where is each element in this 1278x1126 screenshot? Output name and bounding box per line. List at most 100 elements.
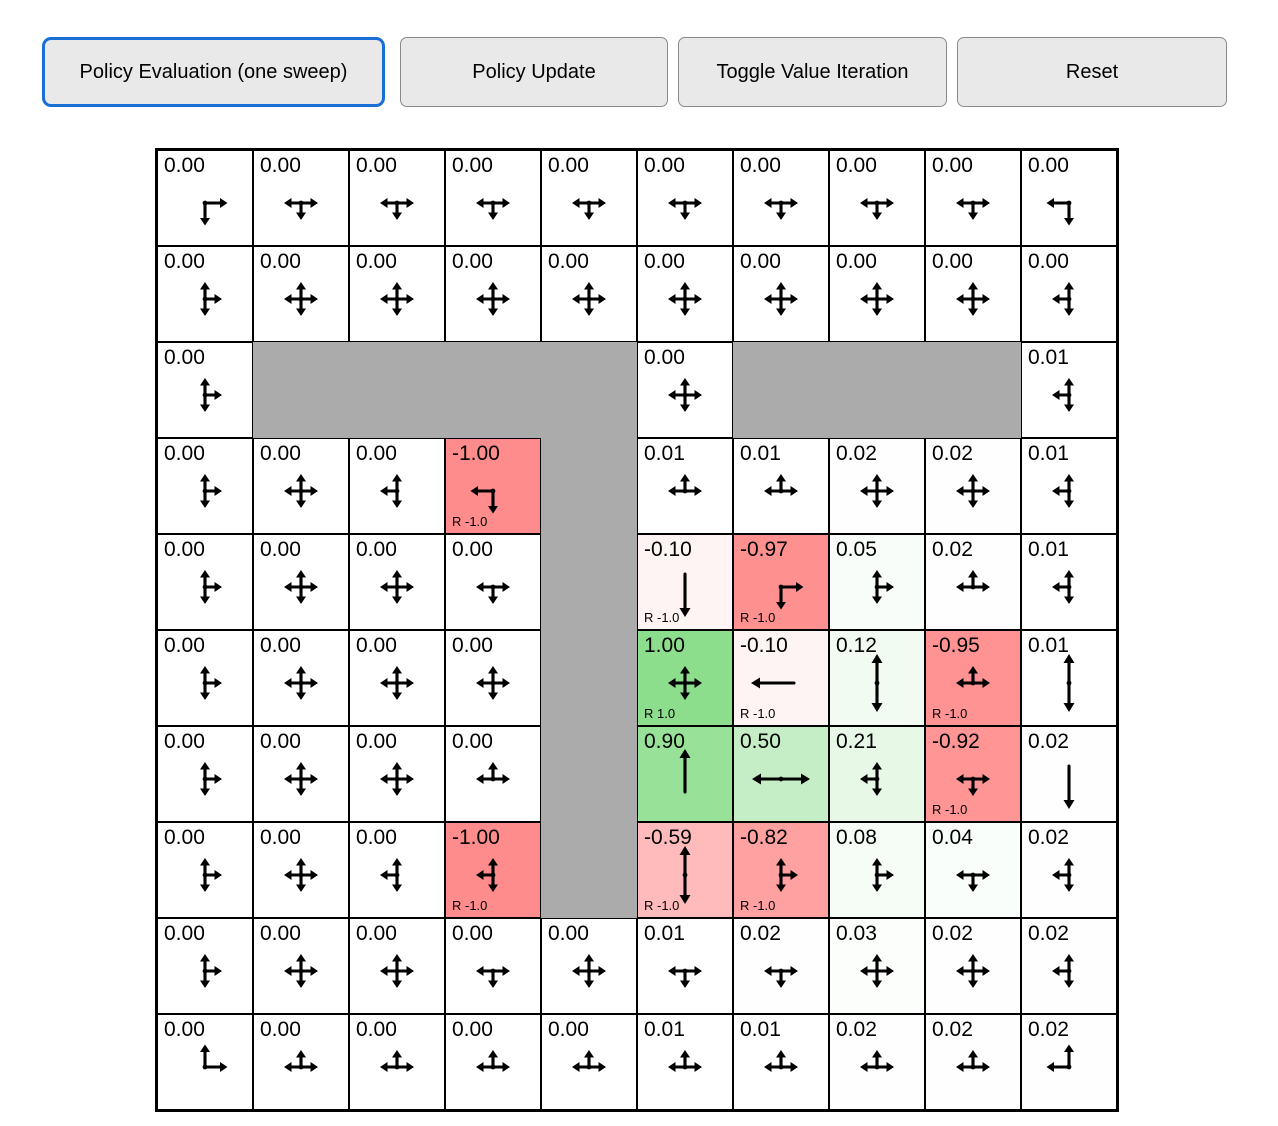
grid-cell: 0.02 bbox=[925, 534, 1021, 630]
cell-value: 0.00 bbox=[164, 1018, 205, 1041]
grid-cell: 0.00 bbox=[349, 822, 445, 918]
policy-arrows-icon bbox=[655, 748, 715, 809]
grid-cell: 0.00 bbox=[349, 246, 445, 342]
grid-cell: -0.82 R -1.0 bbox=[733, 822, 829, 918]
cell-value: -0.59 bbox=[644, 826, 692, 849]
policy-arrows-icon bbox=[367, 557, 427, 617]
grid-cell: 1.00 R 1.0 bbox=[637, 630, 733, 726]
grid-cell: 0.01 bbox=[1021, 630, 1117, 726]
grid-cell: 0.00 bbox=[637, 342, 733, 438]
cell-value: 0.00 bbox=[164, 250, 205, 273]
policy-arrows-icon bbox=[655, 557, 715, 617]
wall-cell bbox=[253, 342, 349, 438]
policy-arrows-icon bbox=[655, 845, 715, 905]
cell-value: 0.00 bbox=[452, 634, 493, 657]
grid-cell: 0.01 bbox=[1021, 342, 1117, 438]
grid-cell: 0.00 bbox=[157, 342, 253, 438]
wall-cell bbox=[541, 822, 637, 918]
policy-evaluation-button[interactable]: Policy Evaluation (one sweep) bbox=[42, 37, 385, 107]
cell-value: 0.21 bbox=[836, 730, 877, 753]
policy-arrows-icon bbox=[655, 269, 715, 329]
policy-arrows-icon bbox=[943, 941, 1003, 1001]
grid-cell: 0.00 bbox=[637, 150, 733, 246]
policy-arrows-icon bbox=[175, 365, 235, 425]
policy-arrows-icon bbox=[463, 1037, 523, 1097]
grid-cell: 0.05 bbox=[829, 534, 925, 630]
grid-cell: 0.00 bbox=[445, 150, 541, 246]
cell-value: -0.82 bbox=[740, 826, 788, 849]
cell-value: 0.00 bbox=[1028, 154, 1069, 177]
grid-cell: 0.00 bbox=[253, 822, 349, 918]
cell-value: 0.01 bbox=[1028, 346, 1069, 369]
cell-value: 0.00 bbox=[164, 826, 205, 849]
grid-cell: -0.10 R -1.0 bbox=[733, 630, 829, 726]
grid-cell: 0.12 bbox=[829, 630, 925, 726]
cell-value: -0.10 bbox=[740, 634, 788, 657]
grid-cell: 0.00 bbox=[445, 246, 541, 342]
grid-cell: 0.00 bbox=[445, 726, 541, 822]
policy-arrows-icon bbox=[751, 1037, 811, 1097]
reset-button[interactable]: Reset bbox=[957, 37, 1227, 107]
cell-value: 0.00 bbox=[260, 634, 301, 657]
grid-cell: 0.00 bbox=[925, 246, 1021, 342]
grid-cell: 0.00 bbox=[253, 630, 349, 726]
grid-cell: 0.00 bbox=[157, 918, 253, 1014]
cell-value: 0.00 bbox=[452, 250, 493, 273]
policy-arrows-icon bbox=[271, 749, 331, 809]
policy-arrows-icon bbox=[751, 845, 811, 905]
cell-value: 0.00 bbox=[164, 154, 205, 177]
grid-cell: 0.00 bbox=[637, 246, 733, 342]
grid-cell: 0.00 bbox=[157, 822, 253, 918]
policy-arrows-icon bbox=[751, 461, 811, 521]
cell-value: 0.00 bbox=[260, 442, 301, 465]
policy-arrows-icon bbox=[847, 653, 907, 713]
policy-arrows-icon bbox=[367, 1037, 427, 1097]
grid-cell: 0.00 bbox=[829, 246, 925, 342]
policy-arrows-icon bbox=[1039, 749, 1099, 809]
cell-value: -0.95 bbox=[932, 634, 980, 657]
cell-value: 0.12 bbox=[836, 634, 877, 657]
cell-value: 0.08 bbox=[836, 826, 877, 849]
policy-arrows-icon bbox=[559, 1037, 619, 1097]
cell-reward-label: R -1.0 bbox=[932, 802, 968, 817]
grid-cell: -0.92 R -1.0 bbox=[925, 726, 1021, 822]
grid-cell: 0.00 bbox=[349, 918, 445, 1014]
policy-arrows-icon bbox=[751, 173, 811, 233]
cell-value: 0.00 bbox=[836, 250, 877, 273]
grid-cell: 0.00 bbox=[253, 1014, 349, 1110]
policy-arrows-icon bbox=[463, 269, 523, 329]
policy-arrows-icon bbox=[751, 941, 811, 1001]
cell-value: 0.00 bbox=[260, 826, 301, 849]
policy-arrows-icon bbox=[463, 557, 523, 617]
grid-cell: 0.21 bbox=[829, 726, 925, 822]
policy-arrows-icon bbox=[559, 173, 619, 233]
cell-value: 0.00 bbox=[452, 154, 493, 177]
cell-value: 0.02 bbox=[1028, 730, 1069, 753]
cell-reward-label: R -1.0 bbox=[452, 514, 488, 529]
cell-value: 0.00 bbox=[644, 154, 685, 177]
policy-arrows-icon bbox=[847, 461, 907, 521]
wall-cell bbox=[829, 342, 925, 438]
grid-cell: 0.00 bbox=[541, 150, 637, 246]
grid-cell: 0.00 bbox=[349, 438, 445, 534]
cell-value: 0.50 bbox=[740, 730, 781, 753]
grid-cell: 0.00 bbox=[157, 630, 253, 726]
policy-arrows-icon bbox=[367, 941, 427, 1001]
grid-cell: -1.00 R -1.0 bbox=[445, 438, 541, 534]
cell-value: 0.00 bbox=[164, 730, 205, 753]
grid-cell: 0.00 bbox=[1021, 246, 1117, 342]
cell-value: 0.00 bbox=[452, 730, 493, 753]
grid-cell: 0.00 bbox=[733, 246, 829, 342]
policy-arrows-icon bbox=[367, 749, 427, 809]
grid-cell: 0.04 bbox=[925, 822, 1021, 918]
cell-value: 0.00 bbox=[260, 1018, 301, 1041]
cell-value: 0.02 bbox=[1028, 826, 1069, 849]
policy-update-button[interactable]: Policy Update bbox=[400, 37, 668, 107]
wall-cell bbox=[541, 726, 637, 822]
toggle-value-iteration-button[interactable]: Toggle Value Iteration bbox=[678, 37, 947, 107]
grid-cell: 0.00 bbox=[157, 438, 253, 534]
cell-value: 0.01 bbox=[740, 442, 781, 465]
cell-value: 0.00 bbox=[356, 1018, 397, 1041]
policy-arrows-icon bbox=[463, 749, 523, 809]
